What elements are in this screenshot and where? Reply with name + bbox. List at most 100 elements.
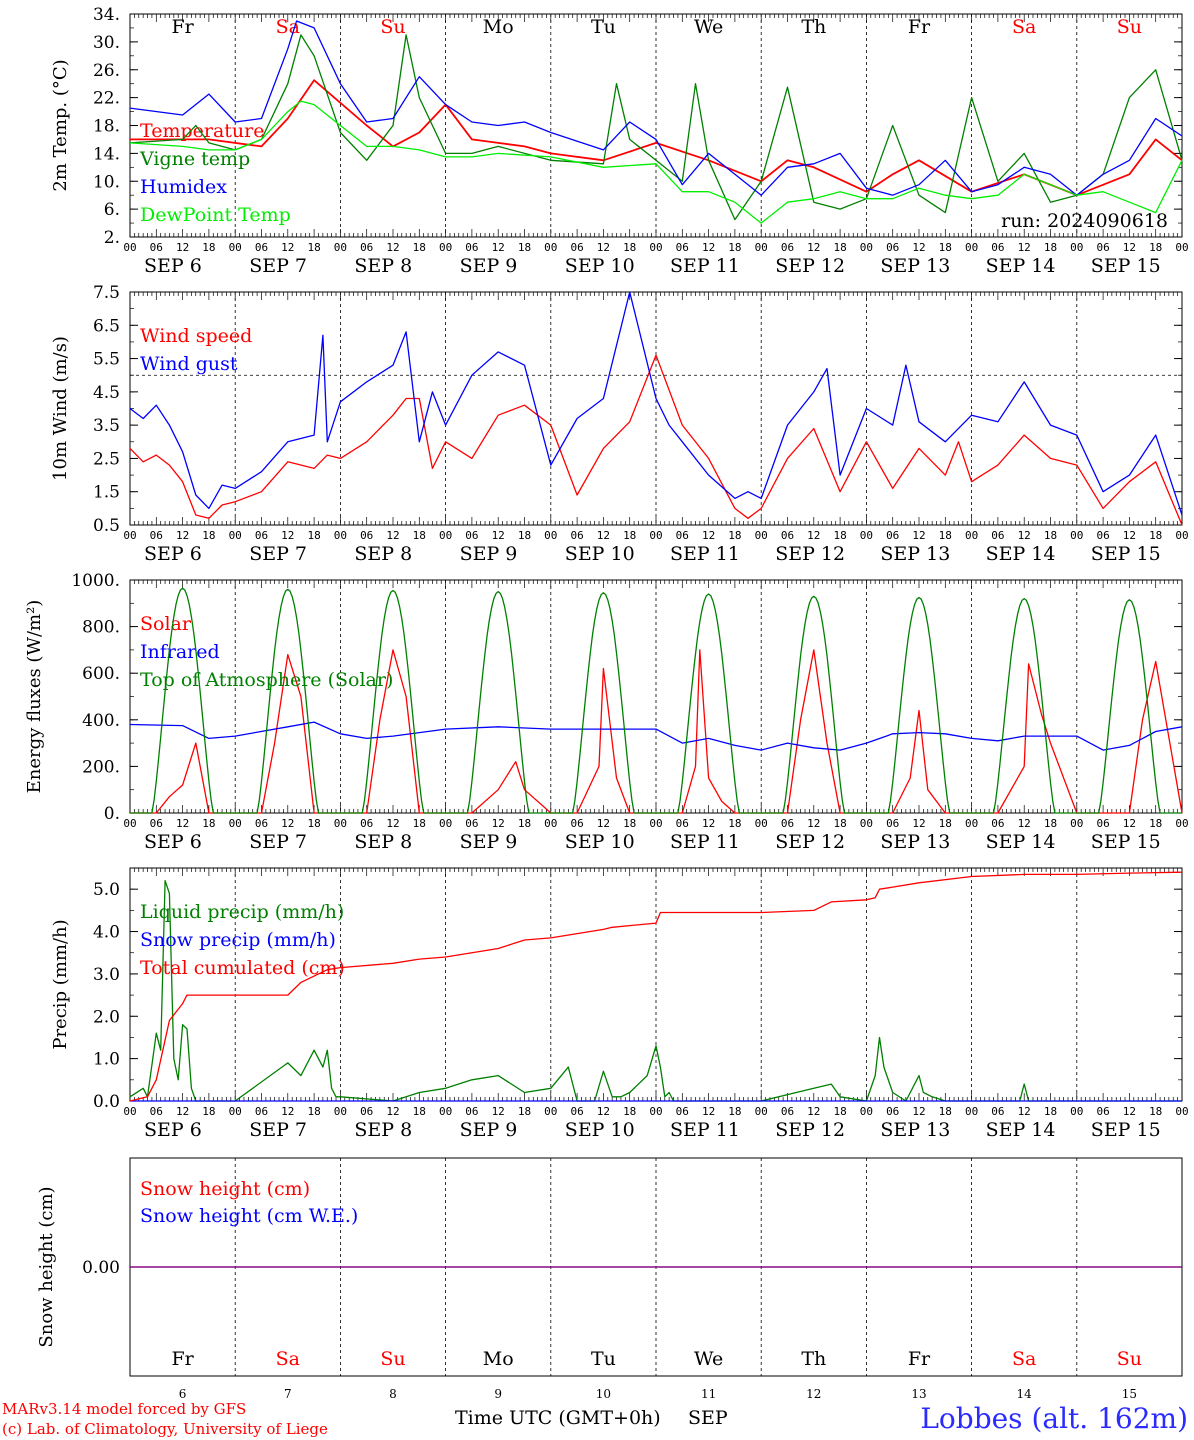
hour-tick-label: 18 [728,817,741,830]
y-tick-label: 18. [93,117,120,137]
date-label: SEP 9 [460,255,518,277]
date-label: SEP 6 [144,255,202,277]
day-number-label: 12 [806,1387,821,1401]
hour-tick-label: 00 [544,1105,557,1118]
hour-tick-label: 00 [1070,817,1083,830]
hour-tick-label: 18 [939,529,952,542]
series-line-wind-speed [129,354,1183,526]
hour-tick-label: 06 [465,241,478,254]
hour-tick-label: 00 [439,817,452,830]
hour-tick-label: 12 [176,241,189,254]
hour-tick-label: 00 [1070,1105,1083,1118]
hour-tick-label: 12 [1018,1105,1031,1118]
date-label: SEP 8 [354,255,412,277]
y-tick-label: 4.0 [93,923,120,943]
panel-4: 00 06 12 18 00 06 12 18 00 06 12 18 00 06 12 18 00 06 12 18… [50,867,1189,1141]
hour-tick-label: 00 [439,1105,452,1118]
panel-3: 00 06 12 18 00 06 12 18 00 06 12 18 00 06 12 18 00 06 12 18… [24,571,1189,853]
hour-tick-label: 06 [886,241,899,254]
date-label: SEP 14 [986,543,1056,565]
day-number-label: 7 [284,1387,292,1401]
y-tick-label: 0. [104,804,120,824]
hour-tick-label: 06 [570,529,583,542]
legend-humidex: Humidex [140,176,227,198]
hour-tick-label: 12 [1018,241,1031,254]
hour-tick-label: 12 [702,241,715,254]
x-axis-label: Time UTC (GMT+0h) [455,1407,661,1429]
hour-tick-label: 12 [807,529,820,542]
hour-tick-label: 12 [597,241,610,254]
hour-tick-label: 00 [544,529,557,542]
day-number-label: 15 [1122,1387,1137,1401]
day-abbr-label: Su [1117,16,1142,38]
legend-vigne-temp: Vigne temp [139,148,250,170]
day-number-label: 14 [1017,1387,1033,1401]
day-abbr-label: Su [380,16,405,38]
hour-tick-label: 06 [150,817,163,830]
hour-tick-label: 00 [1175,1105,1188,1118]
date-label: SEP 15 [1091,255,1161,277]
hour-tick-label: 00 [123,817,136,830]
day-abbr-label: Tu [591,1348,616,1370]
y-tick-label: 0.00 [82,1258,120,1278]
series-line-top-of-atmosphere-solar [130,587,1182,814]
hour-tick-label: 06 [991,529,1004,542]
date-label: SEP 6 [144,1119,202,1141]
y-tick-label: 0.0 [93,1092,120,1112]
hour-tick-label: 06 [781,1105,794,1118]
hour-tick-label: 18 [1149,817,1162,830]
hour-tick-label: 12 [281,817,294,830]
hour-tick-label: 12 [281,1105,294,1118]
hour-tick-label: 18 [413,241,426,254]
y-tick-label: 5.0 [93,880,120,900]
hour-tick-label: 06 [1096,529,1109,542]
y-tick-label: 30. [93,33,120,53]
day-number-label: 8 [389,1387,397,1401]
date-label: SEP 13 [880,543,950,565]
y-tick-label: 1.0 [93,1050,120,1070]
hour-tick-label: 00 [334,241,347,254]
hour-tick-label: 12 [492,529,505,542]
hour-tick-label: 00 [965,1105,978,1118]
hour-tick-label: 18 [1044,817,1057,830]
legend-infrared: Infrared [140,641,220,663]
hour-tick-label: 06 [781,241,794,254]
hour-tick-label: 00 [860,529,873,542]
y-tick-label: 5.5 [93,350,120,370]
hour-tick-label: 06 [360,1105,373,1118]
hour-tick-label: 06 [1096,817,1109,830]
date-label: SEP 8 [354,543,412,565]
hour-tick-label: 18 [307,817,320,830]
hour-tick-label: 06 [465,817,478,830]
date-label: SEP 10 [565,831,635,853]
hour-tick-label: 18 [833,529,846,542]
hour-tick-label: 12 [1123,241,1136,254]
date-label: SEP 9 [460,831,518,853]
hour-tick-label: 06 [360,817,373,830]
hour-tick-label: 00 [755,529,768,542]
hour-tick-label: 18 [728,529,741,542]
hour-tick-label: 12 [807,241,820,254]
hour-tick-label: 18 [202,529,215,542]
y-tick-label: 1.5 [93,483,120,503]
hour-tick-label: 00 [1070,529,1083,542]
y-axis-label: 10m Wind (m/s) [50,336,71,481]
y-tick-label: 600. [82,664,120,684]
hour-tick-label: 12 [597,817,610,830]
hour-tick-label: 00 [965,241,978,254]
hour-tick-label: 18 [307,241,320,254]
date-label: SEP 8 [354,1119,412,1141]
legend-solar: Solar [140,613,192,635]
hour-tick-label: 00 [123,529,136,542]
station-name: Lobbes (alt. 162m) [920,1402,1188,1435]
hour-tick-label: 18 [1149,1105,1162,1118]
hour-tick-label: 06 [150,529,163,542]
hour-tick-label: 00 [123,241,136,254]
date-label: SEP 7 [249,831,307,853]
date-label: SEP 6 [144,543,202,565]
hour-tick-label: 06 [570,817,583,830]
hour-tick-label: 18 [413,529,426,542]
hour-tick-label: 18 [939,241,952,254]
hour-tick-label: 00 [1175,817,1188,830]
